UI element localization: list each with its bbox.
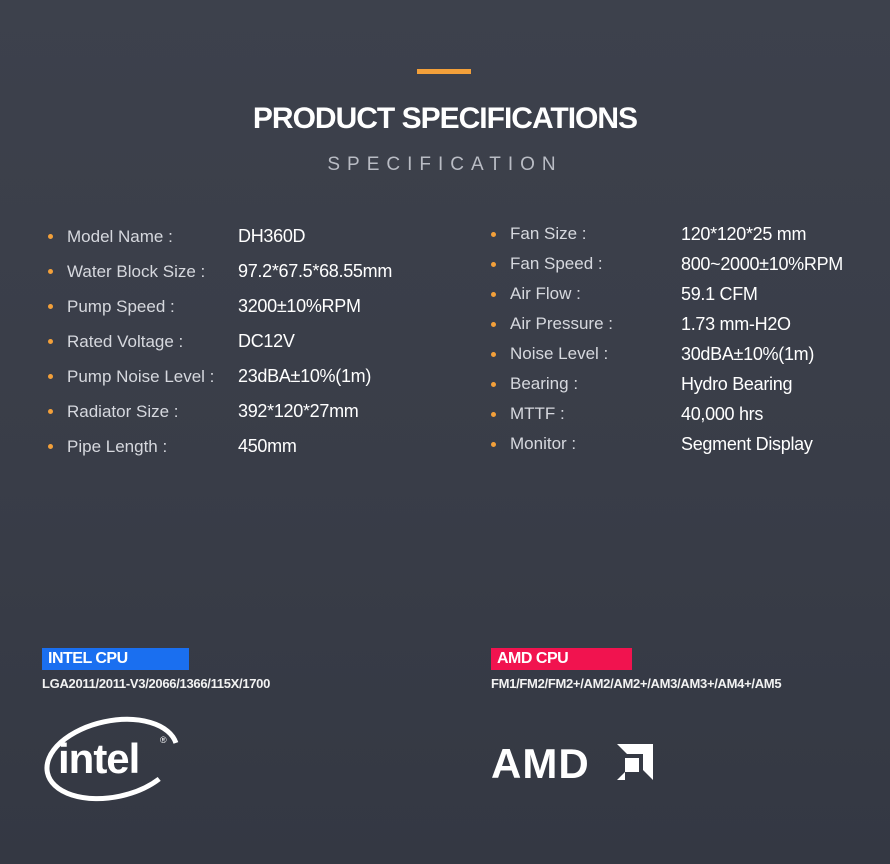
registered-mark-icon: ® (160, 735, 167, 745)
spec-value: 30dBA±10%(1m) (681, 343, 815, 364)
spec-value: 59.1 CFM (681, 283, 758, 304)
spec-value: 450mm (238, 436, 297, 456)
spec-label: Air Pressure : (510, 314, 613, 333)
spec-list-left: Model Name : DH360D Water Block Size : 9… (48, 219, 392, 464)
spec-label: Model Name : (67, 226, 173, 246)
spec-label: Fan Speed : (510, 254, 603, 273)
intel-compatibility: INTEL CPU LGA2011/2011-V3/2066/1366/115X… (42, 648, 270, 691)
spec-label: Bearing : (510, 374, 579, 393)
spec-value: 3200±10%RPM (238, 296, 361, 316)
amd-compatibility: AMD CPU FM1/FM2/FM2+/AM2/AM2+/AM3/AM3+/A… (491, 648, 782, 691)
spec-label: Radiator Size : (67, 401, 179, 421)
spec-row-noise-level: Noise Level : 30dBA±10%(1m) (491, 339, 843, 369)
amd-socket-list: FM1/FM2/FM2+/AM2/AM2+/AM3/AM3+/AM4+/AM5 (491, 676, 782, 691)
spec-value: DH360D (238, 226, 306, 246)
spec-list-right: Fan Size : 120*120*25 mm Fan Speed : 800… (491, 219, 843, 459)
intel-logo: intel ® (44, 716, 180, 802)
spec-row-bearing: Bearing : Hydro Bearing (491, 369, 843, 399)
spec-label: Water Block Size : (67, 261, 206, 281)
spec-row-fan-speed: Fan Speed : 800~2000±10%RPM (491, 249, 843, 279)
amd-logo-text: AMD (491, 740, 590, 784)
bullet-icon (48, 234, 53, 239)
bullet-icon (491, 231, 496, 237)
spec-value: DC12V (238, 331, 295, 351)
bullet-icon (48, 269, 53, 274)
spec-value: Segment Display (681, 433, 813, 454)
intel-socket-list: LGA2011/2011-V3/2066/1366/115X/1700 (42, 676, 271, 691)
spec-value: 23dBA±10%(1m) (238, 366, 372, 386)
spec-label: Pump Noise Level : (67, 366, 215, 386)
spec-row-radiator-size: Radiator Size : 392*120*27mm (48, 394, 392, 429)
spec-label: Air Flow : (510, 284, 581, 303)
spec-label: Rated Voltage : (67, 331, 184, 351)
spec-label: Pump Speed : (67, 296, 175, 316)
intel-cpu-badge: INTEL CPU (42, 648, 189, 670)
spec-value: Hydro Bearing (681, 373, 793, 394)
bullet-icon (491, 381, 496, 387)
spec-label: Pipe Length : (67, 436, 168, 456)
spec-value: 392*120*27mm (238, 401, 359, 421)
spec-row-pump-noise-level: Pump Noise Level : 23dBA±10%(1m) (48, 359, 392, 394)
spec-label: MTTF : (510, 404, 565, 423)
bullet-icon (491, 411, 496, 417)
spec-value: 120*120*25 mm (681, 223, 807, 244)
amd-cpu-badge: AMD CPU (491, 648, 632, 670)
spec-row-model-name: Model Name : DH360D (48, 219, 392, 254)
spec-row-monitor: Monitor : Segment Display (491, 429, 843, 459)
bullet-icon (491, 261, 496, 267)
spec-row-air-pressure: Air Pressure : 1.73 mm-H2O (491, 309, 843, 339)
bullet-icon (491, 321, 496, 327)
accent-bar (417, 69, 471, 74)
bullet-icon (48, 339, 53, 344)
spec-row-fan-size: Fan Size : 120*120*25 mm (491, 219, 843, 249)
spec-row-water-block-size: Water Block Size : 97.2*67.5*68.55mm (48, 254, 392, 289)
spec-value: 1.73 mm-H2O (681, 313, 791, 334)
spec-row-air-flow: Air Flow : 59.1 CFM (491, 279, 843, 309)
spec-row-pipe-length: Pipe Length : 450mm (48, 429, 392, 464)
page-title: PRODUCT SPECIFICATIONS (252, 102, 638, 135)
spec-row-mttf: MTTF : 40,000 hrs (491, 399, 843, 429)
amd-logo: AMD (491, 740, 653, 784)
spec-row-pump-speed: Pump Speed : 3200±10%RPM (48, 289, 392, 324)
bullet-icon (48, 304, 53, 309)
bullet-icon (491, 351, 496, 357)
spec-label: Noise Level : (510, 344, 609, 363)
spec-value: 97.2*67.5*68.55mm (238, 261, 393, 281)
spec-label: Fan Size : (510, 224, 587, 243)
spec-row-rated-voltage: Rated Voltage : DC12V (48, 324, 392, 359)
bullet-icon (491, 441, 496, 447)
bullet-icon (48, 444, 53, 449)
bullet-icon (48, 374, 53, 379)
spec-value: 40,000 hrs (681, 403, 764, 424)
intel-logo-text: intel (58, 735, 139, 782)
amd-arrow-icon (617, 744, 653, 780)
bullet-icon (48, 409, 53, 414)
page-subtitle: SPECIFICATION (327, 154, 563, 175)
bullet-icon (491, 291, 496, 297)
spec-label: Monitor : (510, 434, 577, 453)
spec-value: 800~2000±10%RPM (681, 253, 843, 274)
